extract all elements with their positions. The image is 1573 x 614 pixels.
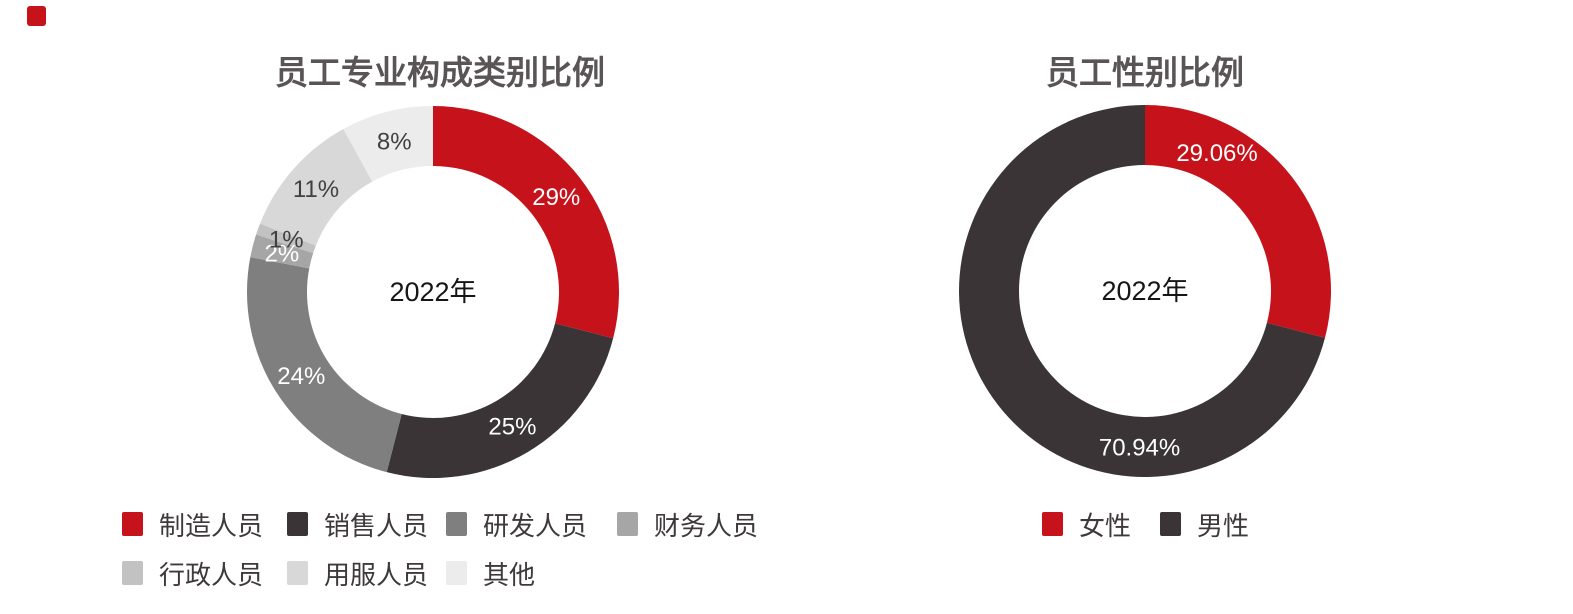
legend-item-rnd: 研发人员 bbox=[446, 509, 617, 541]
legend-item-finance: 财务人员 bbox=[617, 509, 758, 541]
legend-label-sales: 销售人员 bbox=[324, 510, 429, 541]
legend-swatch-service bbox=[287, 561, 308, 585]
segment-value-label-制造人员: 29% bbox=[532, 184, 580, 211]
legend-profession-row2: 行政人员 用服人员 其他 bbox=[122, 558, 535, 590]
donut-segment-行政人员 bbox=[256, 223, 316, 254]
donut-center-year-left: 2022年 bbox=[389, 277, 477, 307]
donut-segment-财务人员 bbox=[250, 234, 314, 269]
legend-swatch-admin bbox=[122, 561, 143, 585]
segment-value-label-销售人员: 25% bbox=[488, 414, 536, 441]
donut-segment-其他 bbox=[343, 106, 433, 182]
legend-label-manufacturing: 制造人员 bbox=[159, 510, 264, 541]
segment-value-label-研发人员: 24% bbox=[277, 363, 325, 390]
legend-item-female: 女性 bbox=[1042, 509, 1160, 541]
legend-item-admin: 行政人员 bbox=[122, 558, 287, 590]
donut-chart-profession: 29% 25% 24% 2%1% 11% 8% bbox=[247, 106, 619, 478]
legend-item-service: 用服人员 bbox=[287, 558, 446, 590]
donut-chart-gender: 29.06% 70.94% bbox=[959, 105, 1331, 477]
segment-value-label-男性: 70.94% bbox=[1099, 434, 1180, 461]
donut-segment-用服人员 bbox=[260, 129, 373, 246]
donut-center-year-right: 2022年 bbox=[1101, 276, 1189, 306]
legend-swatch-other bbox=[446, 561, 467, 585]
donut-segment-研发人员 bbox=[247, 257, 402, 473]
chart-title-profession: 员工专业构成类别比例 bbox=[275, 54, 605, 91]
red-corner-mark bbox=[27, 6, 46, 26]
legend-label-other: 其他 bbox=[483, 559, 536, 590]
legend-label-service: 用服人员 bbox=[324, 559, 429, 590]
legend-profession-row1: 制造人员 销售人员 研发人员 财务人员 bbox=[122, 509, 758, 541]
legend-item-sales: 销售人员 bbox=[287, 509, 446, 541]
donut-segment-男性 bbox=[959, 105, 1325, 477]
donut-segment-女性 bbox=[1145, 105, 1331, 338]
legend-label-rnd: 研发人员 bbox=[483, 510, 588, 541]
segment-value-label-用服人员: 11% bbox=[293, 176, 339, 203]
legend-item-other: 其他 bbox=[446, 558, 535, 590]
legend-label-male: 男性 bbox=[1197, 510, 1250, 541]
chart-title-gender: 员工性别比例 bbox=[1046, 54, 1244, 91]
legend-item-male: 男性 bbox=[1160, 509, 1249, 541]
donut-segment-制造人员 bbox=[433, 106, 619, 339]
segment-value-label-其他: 8% bbox=[377, 128, 412, 155]
legend-label-finance: 财务人员 bbox=[654, 510, 759, 541]
legend-swatch-female bbox=[1042, 512, 1063, 536]
legend-swatch-rnd bbox=[446, 512, 467, 536]
legend-label-female: 女性 bbox=[1079, 510, 1132, 541]
legend-item-manufacturing: 制造人员 bbox=[122, 509, 287, 541]
legend-gender-row: 女性 男性 bbox=[1042, 509, 1249, 541]
legend-swatch-finance bbox=[617, 512, 638, 536]
segment-value-label-财务人员: 2% bbox=[265, 241, 300, 268]
segment-value-label-行政人员: 1% bbox=[269, 227, 304, 254]
legend-swatch-manufacturing bbox=[122, 512, 143, 536]
legend-swatch-male bbox=[1160, 512, 1181, 536]
legend-swatch-sales bbox=[287, 512, 308, 536]
donut-segment-销售人员 bbox=[386, 323, 614, 478]
legend-label-admin: 行政人员 bbox=[159, 559, 264, 590]
segment-value-label-女性: 29.06% bbox=[1176, 140, 1257, 167]
